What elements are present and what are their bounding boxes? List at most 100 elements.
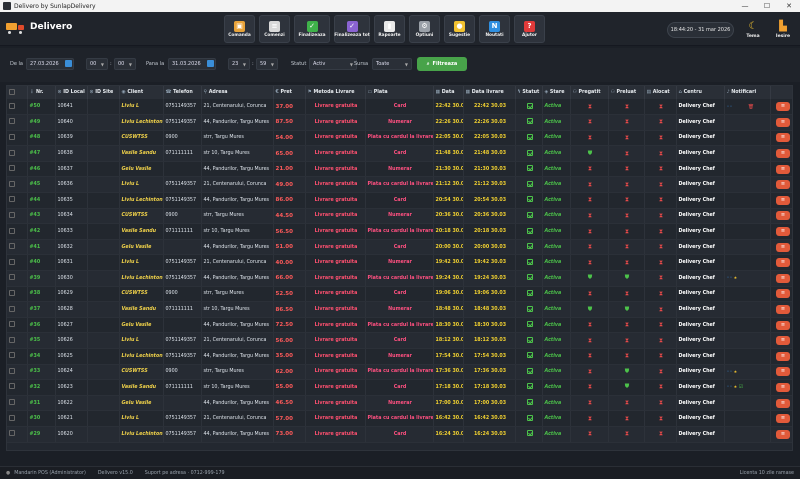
status-filter-select[interactable]: Activ ▼ — [309, 58, 357, 70]
row-checkbox[interactable] — [9, 149, 15, 156]
table-row[interactable]: #30 10621 Liviu L 0751149357 21, Centenarulu… — [7, 410, 792, 427]
status-check-icon[interactable] — [526, 305, 533, 312]
table-row[interactable]: #34 10625 Liviu Lechinton 0751149357 44, Pan… — [7, 348, 792, 365]
table-row[interactable]: #46 10637 Gelu Vasile 44, Pandurilor, Targu… — [7, 161, 792, 178]
hourglass-icon[interactable]: ⧗ — [624, 243, 630, 251]
column-header[interactable]: ▦ Data — [433, 86, 464, 99]
row-select-cell[interactable] — [7, 99, 28, 116]
hourglass-icon[interactable]: ⧗ — [587, 243, 593, 251]
source-filter-select[interactable]: Toate ▼ — [372, 58, 412, 70]
star-icon[interactable]: ★ — [732, 368, 738, 374]
hourglass-icon[interactable]: ⧗ — [658, 258, 664, 266]
column-header[interactable]: ◉ Client — [119, 86, 164, 99]
hourglass-icon[interactable]: ⧗ — [624, 149, 630, 157]
row-select-cell[interactable] — [7, 379, 28, 396]
row-select-cell[interactable] — [7, 254, 28, 272]
hourglass-icon[interactable]: ⧗ — [587, 180, 593, 188]
status-check-icon[interactable] — [526, 258, 533, 265]
row-select-cell[interactable] — [7, 145, 28, 162]
row-menu-button[interactable]: ≡ — [776, 305, 790, 315]
hourglass-icon[interactable]: ⧗ — [658, 305, 664, 313]
done-shield-icon[interactable]: ⛊ — [587, 274, 593, 282]
row-menu-button[interactable]: ≡ — [776, 211, 790, 221]
done-shield-icon[interactable]: ⛊ — [587, 149, 593, 157]
status-check-icon[interactable] — [526, 321, 533, 328]
row-menu-button[interactable]: ≡ — [776, 351, 790, 361]
hourglass-icon[interactable]: ⧗ — [587, 399, 593, 407]
row-menu-button[interactable]: ≡ — [776, 180, 790, 190]
table-row[interactable]: #41 10632 Gelu Vasile 44, Pandurilor, Targu… — [7, 239, 792, 256]
row-select-cell[interactable] — [7, 176, 28, 194]
hourglass-icon[interactable]: ⧗ — [624, 336, 630, 344]
select-all-checkbox[interactable] — [9, 88, 15, 95]
hourglass-icon[interactable]: ⧗ — [624, 196, 630, 204]
nav-button-sugestie[interactable]: ● Sugestie — [444, 15, 475, 43]
nav-button-ajutor[interactable]: ? Ajutor — [514, 15, 545, 43]
table-row[interactable]: #36 10627 Gelu Vasile 44, Pandurilor, Targu… — [7, 317, 792, 334]
table-row[interactable]: #50 10641 Liviu L 0751149357 21, Centenarulu… — [7, 99, 792, 116]
row-select-cell[interactable] — [7, 130, 28, 147]
table-row[interactable]: #47 10638 Vasile Sandu 071111111 str 10, Tar… — [7, 145, 792, 162]
hourglass-icon[interactable]: ⧗ — [658, 118, 664, 126]
column-header[interactable]: ♪ Notificari — [724, 86, 771, 99]
row-select-cell[interactable] — [7, 348, 28, 365]
hourglass-icon[interactable]: ⧗ — [658, 321, 664, 329]
row-checkbox[interactable] — [9, 227, 15, 234]
row-checkbox[interactable] — [9, 211, 15, 218]
hourglass-icon[interactable]: ⧗ — [624, 352, 630, 360]
nav-button-comanda[interactable]: ▣ Comanda — [224, 15, 255, 43]
hourglass-icon[interactable]: ⧗ — [658, 102, 664, 110]
table-row[interactable]: #48 10639 CUSWTSS 0900 strr, Targu Mures 54.0… — [7, 130, 792, 147]
row-select-cell[interactable] — [7, 286, 28, 303]
table-row[interactable]: #37 10628 Vasile Sandu 071111111 str 10, Tar… — [7, 301, 792, 318]
row-checkbox[interactable] — [9, 133, 15, 140]
row-checkbox[interactable] — [9, 243, 15, 250]
row-menu-button[interactable]: ≡ — [776, 414, 790, 424]
row-checkbox[interactable] — [9, 180, 15, 187]
hourglass-icon[interactable]: ⧗ — [658, 336, 664, 344]
column-header[interactable] — [7, 86, 28, 99]
hourglass-icon[interactable]: ⧗ — [587, 196, 593, 204]
hourglass-icon[interactable]: ⧗ — [624, 399, 630, 407]
table-row[interactable]: #29 10620 Liviu Lechinton 0751149357 44, Pan… — [7, 426, 792, 443]
maximize-button[interactable]: ☐ — [763, 2, 771, 10]
row-menu-button[interactable]: ≡ — [776, 382, 790, 392]
row-menu-button[interactable]: ≡ — [776, 429, 790, 439]
date-from-input[interactable]: 27.03.2026 — [26, 58, 74, 70]
row-select-cell[interactable] — [7, 192, 28, 209]
table-row[interactable]: #38 10629 CUSWTSS 0900 strr, Targu Mures 52.5… — [7, 286, 792, 303]
row-checkbox[interactable] — [9, 118, 15, 125]
hourglass-icon[interactable]: ⧗ — [658, 399, 664, 407]
hourglass-icon[interactable]: ⧗ — [658, 352, 664, 360]
row-select-cell[interactable] — [7, 270, 28, 287]
hourglass-icon[interactable]: ⧗ — [587, 352, 593, 360]
calendar-icon[interactable] — [207, 60, 214, 67]
status-check-icon[interactable] — [526, 243, 533, 250]
table-row[interactable]: #31 10622 Gelu Vasile 44, Pandurilor, Targu… — [7, 395, 792, 412]
column-header[interactable]: ⚲ Adresa — [201, 86, 274, 99]
hourglass-icon[interactable]: ⧗ — [658, 180, 664, 188]
column-header[interactable]: ⚇ Pregatit — [570, 86, 609, 99]
row-menu-button[interactable]: ≡ — [776, 117, 790, 127]
column-header[interactable]: ☎ Telefon — [163, 86, 202, 99]
row-select-cell[interactable] — [7, 208, 28, 225]
row-select-cell[interactable] — [7, 317, 28, 334]
hourglass-icon[interactable]: ⧗ — [658, 430, 664, 438]
row-menu-button[interactable]: ≡ — [776, 336, 790, 346]
table-row[interactable]: #32 10623 Vasile Sandu 071111111 str 10, Tar… — [7, 379, 792, 396]
calendar-icon[interactable] — [65, 60, 72, 67]
row-menu-button[interactable]: ≡ — [776, 195, 790, 205]
row-menu-button[interactable]: ≡ — [776, 398, 790, 408]
nav-button-comenzi[interactable]: ≡ Comenzi — [259, 15, 290, 43]
hourglass-icon[interactable]: ⧗ — [587, 165, 593, 173]
hourglass-icon[interactable]: ⧗ — [587, 133, 593, 141]
column-header[interactable]: € Pret — [273, 86, 306, 99]
hourglass-icon[interactable]: ⧗ — [587, 258, 593, 266]
hourglass-icon[interactable]: ⧗ — [624, 414, 630, 422]
row-menu-button[interactable]: ≡ — [776, 273, 790, 283]
column-header[interactable]: ◈ Stare — [542, 86, 571, 99]
status-check-icon[interactable] — [526, 196, 533, 203]
row-menu-button[interactable]: ≡ — [776, 227, 790, 237]
notification-dots-icon[interactable]: ◦◦ — [726, 368, 733, 375]
notification-dots-icon[interactable]: ◦◦ — [726, 275, 733, 282]
